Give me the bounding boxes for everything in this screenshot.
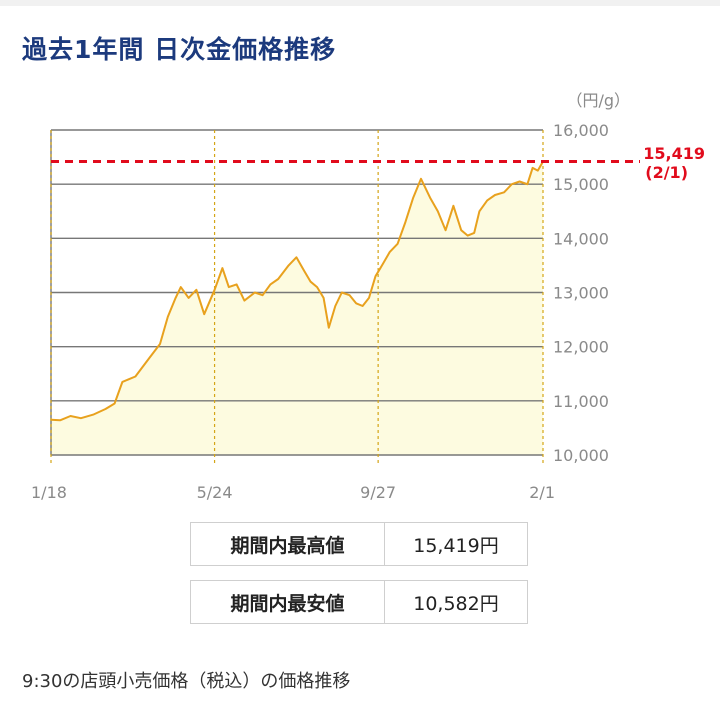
y-tick-label: 14,000	[553, 229, 609, 248]
low-price-label: 期間内最安値	[190, 580, 385, 624]
price-line	[50, 161, 544, 422]
y-tick-label: 16,000	[553, 121, 609, 140]
x-tick-label: 1/18	[31, 483, 67, 502]
low-price-value: 10,582円	[384, 580, 528, 624]
high-price-value: 15,419円	[384, 522, 528, 566]
price-chart: 10,000 11,000 12,000 13,000 14,000 15,000 16,0…	[31, 91, 705, 502]
unit-label: （円/g）	[566, 91, 630, 110]
y-tick-label: 13,000	[553, 284, 609, 303]
x-tick-label: 9/27	[360, 483, 396, 502]
high-price-table: 期間内最高値 15,419円	[190, 522, 528, 566]
y-tick-label: 15,000	[553, 175, 609, 194]
y-tick-label: 12,000	[553, 338, 609, 357]
top-divider	[0, 0, 720, 6]
y-tick-label: 11,000	[553, 392, 609, 411]
price-area	[51, 161, 543, 455]
footnote: 9:30の店頭小売価格（税込）の価格推移	[22, 671, 351, 692]
y-tick-label: 10,000	[553, 446, 609, 465]
high-price-label: 期間内最高値	[190, 522, 385, 566]
page-title: 過去1年間 日次金価格推移	[22, 35, 337, 64]
high-price-value-label: 15,419	[643, 144, 705, 163]
low-price-table: 期間内最安値 10,582円	[190, 580, 528, 624]
x-tick-label: 5/24	[197, 483, 233, 502]
high-price-date-label: (2/1)	[645, 163, 688, 182]
x-tick-label: 2/1	[529, 483, 555, 502]
